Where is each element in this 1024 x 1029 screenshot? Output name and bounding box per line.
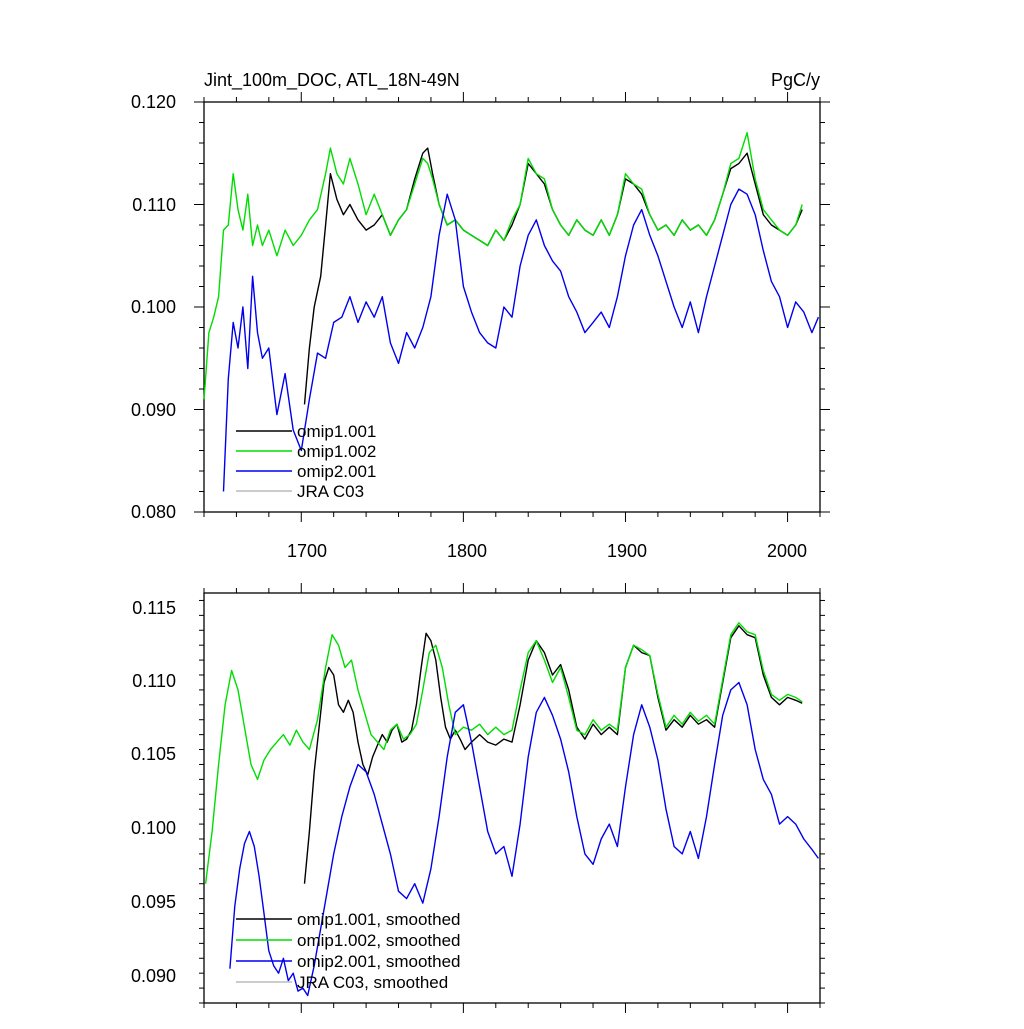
chart-title: Jint_100m_DOC, ATL_18N-49N bbox=[204, 70, 460, 91]
top-legend: omip1.001 omip1.002 omip2.001 JRA C03 bbox=[236, 422, 376, 501]
y-tick-label: 0.080 bbox=[131, 502, 176, 522]
legend-label: omip1.002, smoothed bbox=[297, 931, 461, 950]
y-tick-label: 0.090 bbox=[131, 966, 176, 986]
y-tick-label: 0.110 bbox=[132, 195, 176, 215]
series-line-omip1-002 bbox=[203, 131, 803, 400]
x-tick-label: 1800 bbox=[447, 541, 487, 561]
legend-label: omip1.002 bbox=[297, 442, 376, 461]
series-line-omip1-001 bbox=[303, 147, 803, 405]
x-tick-label: 1900 bbox=[607, 541, 647, 561]
legend-label: omip1.001 bbox=[297, 422, 376, 441]
series-line-omip1-002-smoothed bbox=[204, 622, 803, 884]
y-tick-label: 0.110 bbox=[132, 671, 176, 691]
y-tick-label: 0.105 bbox=[131, 744, 176, 764]
bottom-series-lines bbox=[204, 622, 819, 997]
legend-label: omip1.001, smoothed bbox=[297, 910, 461, 929]
y-tick-label: 0.095 bbox=[131, 892, 176, 912]
series-line-omip2-001-smoothed bbox=[229, 681, 819, 997]
bottom-panel: 0.090 0.095 0.100 0.105 0.110 0.115 omip… bbox=[131, 583, 825, 1013]
bottom-ticks bbox=[199, 583, 825, 1013]
bottom-plot-frame bbox=[203, 592, 821, 1004]
top-y-tick-labels: 0.080 0.090 0.100 0.110 0.120 bbox=[131, 92, 176, 522]
legend-label: JRA C03 bbox=[297, 482, 364, 501]
top-panel: Jint_100m_DOC, ATL_18N-49N PgC/y 0.080 0… bbox=[131, 70, 830, 561]
legend-label: omip2.001, smoothed bbox=[297, 952, 461, 971]
series-line-omip1-001-smoothed bbox=[303, 625, 803, 884]
bottom-legend: omip1.001, smoothed omip1.002, smoothed … bbox=[236, 910, 461, 992]
y-tick-label: 0.090 bbox=[131, 400, 176, 420]
top-ticks bbox=[194, 92, 830, 522]
y-tick-label: 0.120 bbox=[131, 92, 176, 112]
legend-label: omip2.001 bbox=[297, 462, 376, 481]
y-tick-label: 0.100 bbox=[131, 818, 176, 838]
bottom-y-tick-labels: 0.090 0.095 0.100 0.105 0.110 0.115 bbox=[131, 598, 176, 986]
units-label: PgC/y bbox=[771, 70, 820, 90]
y-tick-label: 0.115 bbox=[132, 598, 176, 618]
top-series-lines bbox=[203, 131, 820, 492]
x-tick-label: 1700 bbox=[287, 541, 327, 561]
x-tick-label: 2000 bbox=[767, 541, 807, 561]
y-tick-label: 0.100 bbox=[131, 297, 176, 317]
legend-label: JRA C03, smoothed bbox=[297, 973, 448, 992]
series-line-omip2-001 bbox=[222, 188, 820, 492]
top-x-tick-labels: 1700 1800 1900 2000 bbox=[287, 541, 807, 561]
